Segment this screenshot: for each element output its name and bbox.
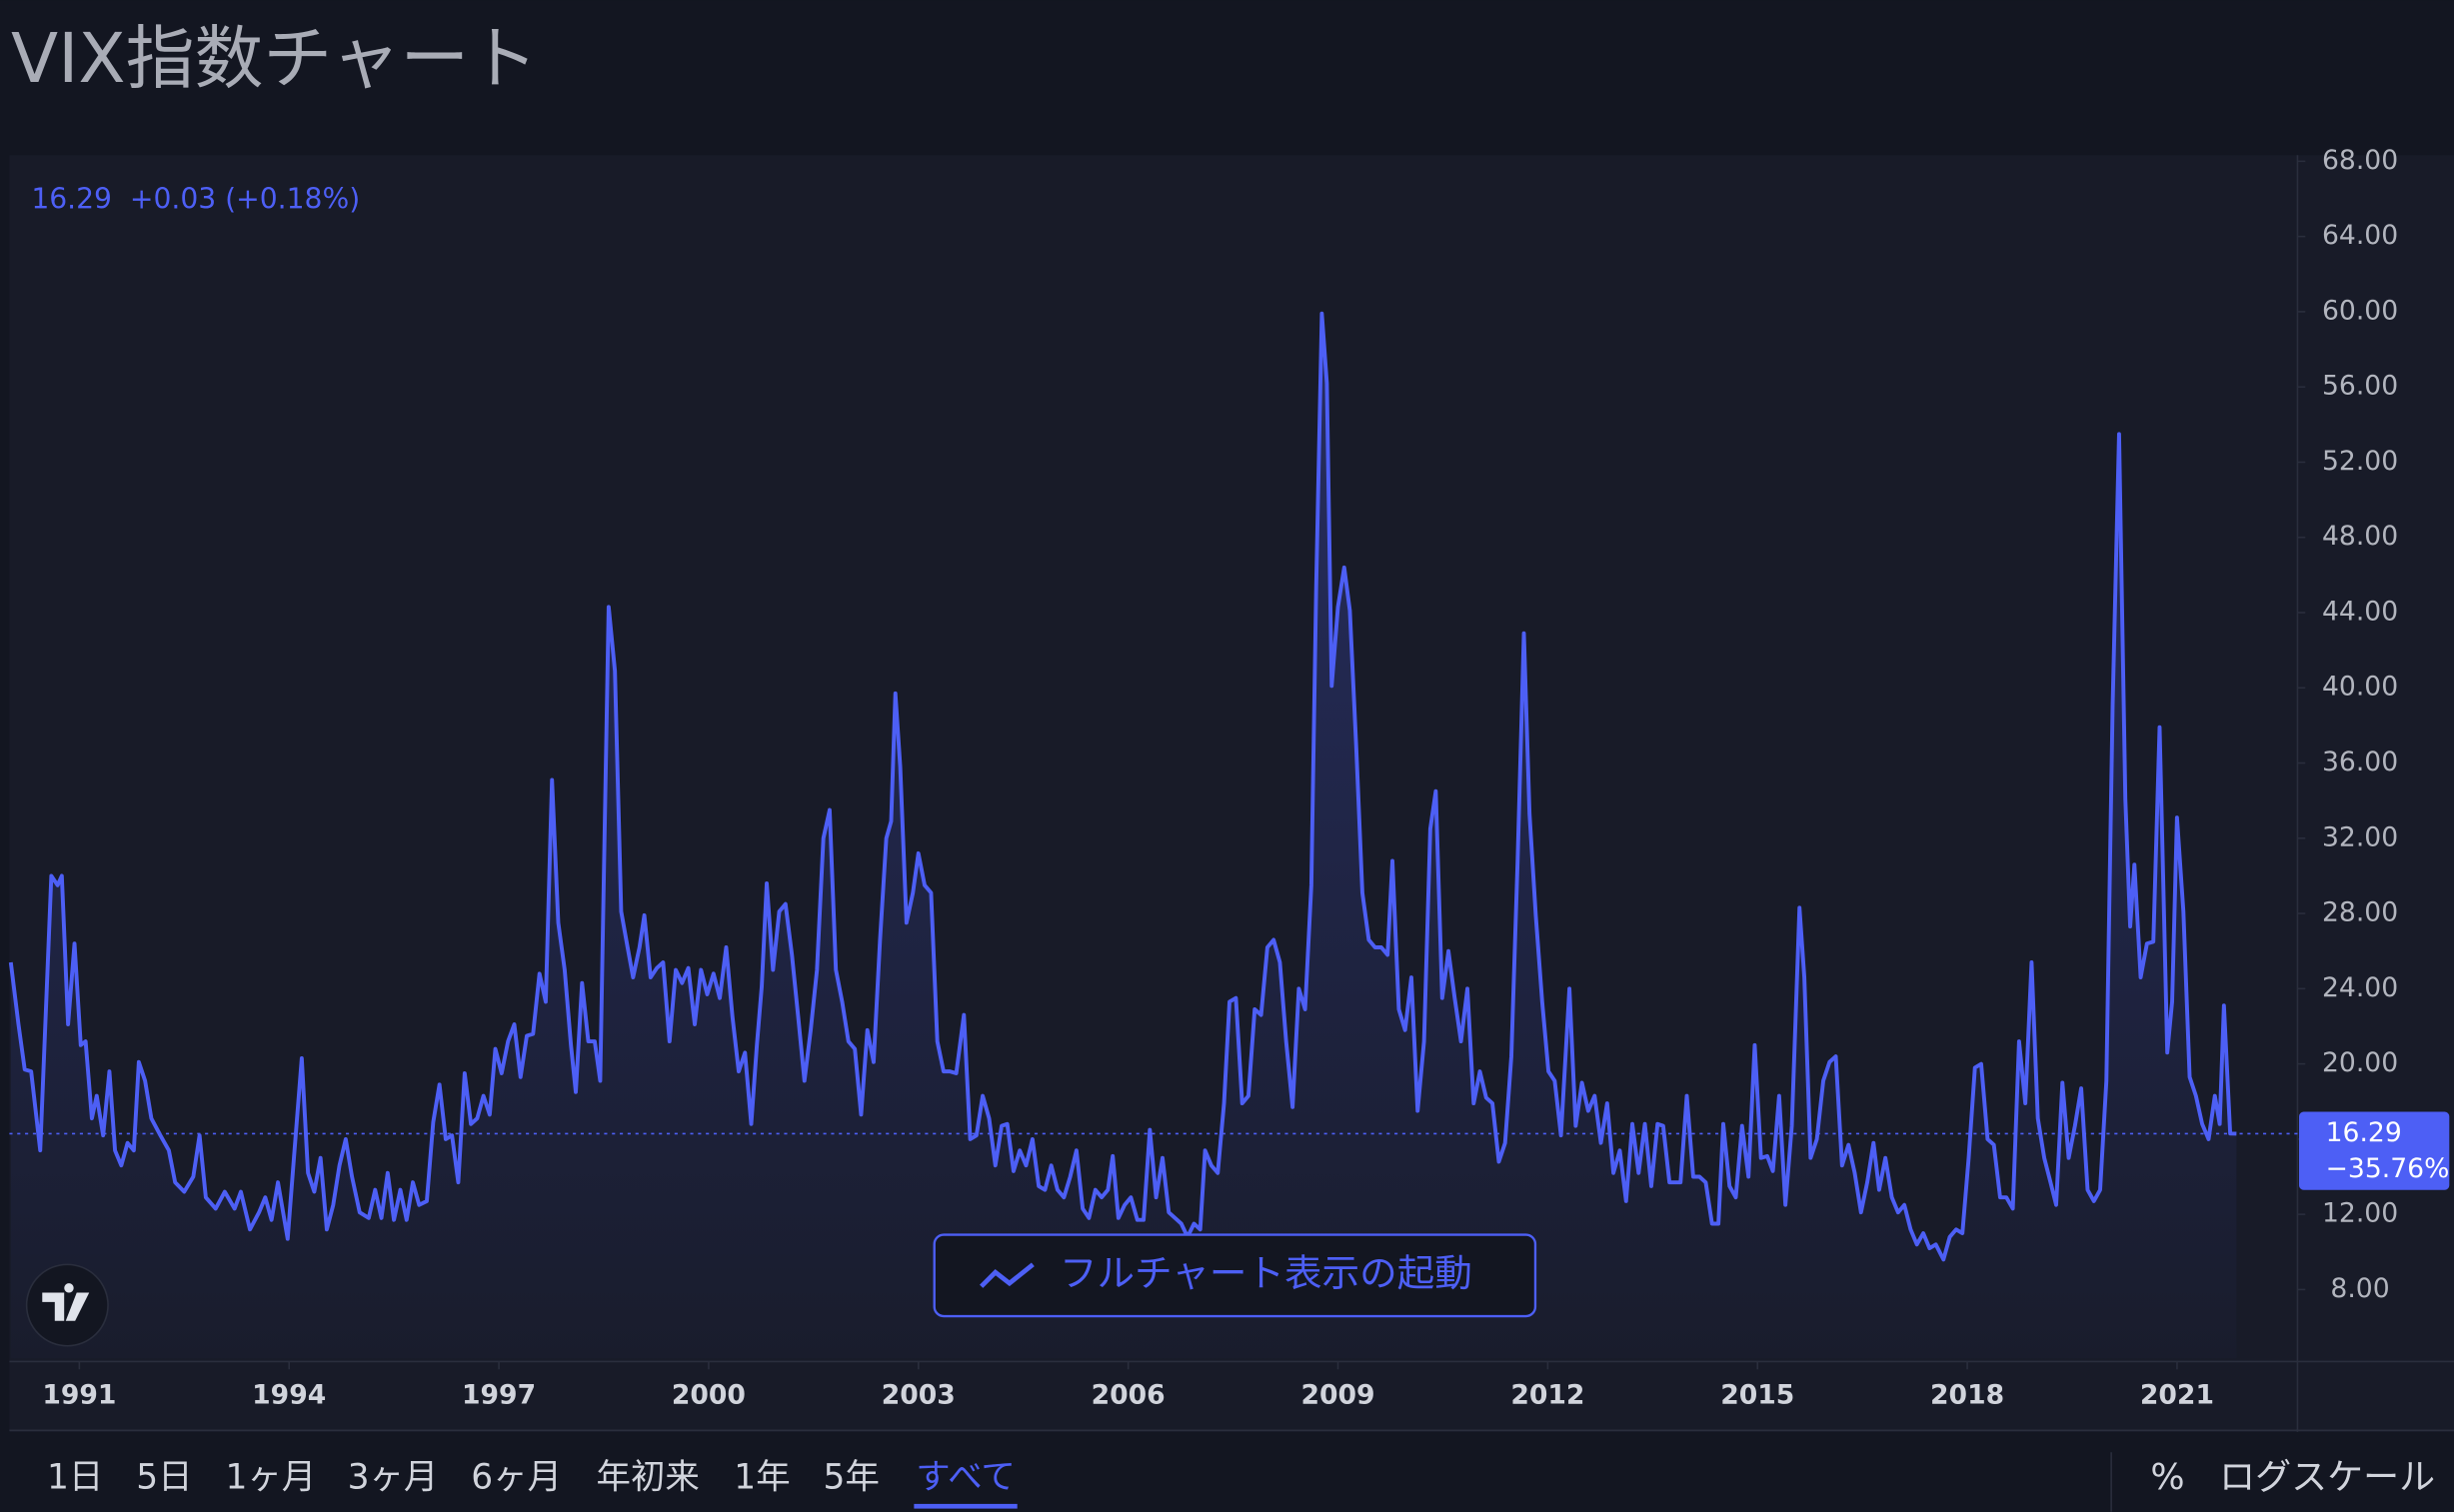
range-underline xyxy=(914,1503,1018,1509)
log-toggle[interactable]: ログスケール xyxy=(2219,1457,2435,1498)
line xyxy=(8,311,2237,1262)
page-title: VIX指数チャート xyxy=(11,19,538,99)
y-tick-label: 40.00 xyxy=(2322,672,2398,703)
range-button[interactable]: 5年 xyxy=(824,1457,880,1497)
y-tick-label: 28.00 xyxy=(2322,897,2398,928)
range-button[interactable]: 1日 xyxy=(47,1457,103,1497)
range-button[interactable]: 年初来 xyxy=(597,1457,700,1497)
area xyxy=(10,313,2237,1359)
range-button[interactable]: すべて xyxy=(916,1457,1016,1497)
x-tick-label: 1991 xyxy=(42,1379,116,1410)
range-button[interactable]: 1年 xyxy=(734,1457,790,1497)
range-button[interactable]: 3ヶ月 xyxy=(348,1457,439,1497)
x-tick-label: 2000 xyxy=(672,1379,746,1410)
y-tick-label: 32.00 xyxy=(2322,821,2398,852)
x-tick-label: 1997 xyxy=(462,1379,536,1410)
y-tick-label: 56.00 xyxy=(2322,371,2398,402)
plot xyxy=(8,311,2298,1359)
x-tick-label: 2015 xyxy=(1720,1379,1794,1410)
y-tick-label: 8.00 xyxy=(2330,1273,2389,1304)
range-button[interactable]: 6ヶ月 xyxy=(471,1457,562,1497)
y-tick-label: 68.00 xyxy=(2322,145,2398,176)
y-tick-label: 12.00 xyxy=(2322,1198,2398,1229)
quote-header: 16.29 +0.03 (+0.18%) xyxy=(31,183,360,216)
last-price-label: 16.29 xyxy=(2326,1117,2402,1148)
y-tick-label: 64.00 xyxy=(2322,220,2398,251)
button-icon xyxy=(980,1262,1035,1288)
y-tick-label: 48.00 xyxy=(2322,521,2398,552)
y-tick-label: 36.00 xyxy=(2322,747,2398,777)
x-tick-label: 2012 xyxy=(1510,1379,1584,1410)
y-tick-label: 52.00 xyxy=(2322,446,2398,477)
y-tick-label: 60.00 xyxy=(2322,295,2398,326)
x-tick-label: 2006 xyxy=(1092,1379,1166,1410)
y-tick-label: 24.00 xyxy=(2322,972,2398,1003)
last-change-label: −35.76% xyxy=(2326,1153,2450,1184)
y-tick-label: 20.00 xyxy=(2322,1047,2398,1078)
last-price-box xyxy=(2298,1111,2450,1190)
button-label[interactable]: フルチャート表示の起動 xyxy=(1060,1251,1472,1295)
range-button[interactable]: 1ヶ月 xyxy=(225,1457,316,1497)
x-tick-label: 2009 xyxy=(1300,1379,1374,1410)
x-tick-label: 2018 xyxy=(1930,1379,2004,1410)
y-tick-label: 44.00 xyxy=(2322,596,2398,627)
x-tick-label: 2003 xyxy=(882,1379,956,1410)
logo-mark xyxy=(42,1283,90,1321)
x-tick-label: 2021 xyxy=(2140,1379,2214,1410)
percent-toggle[interactable]: % xyxy=(2150,1457,2184,1498)
range-button[interactable]: 5日 xyxy=(136,1457,192,1497)
logo xyxy=(25,1263,109,1347)
x-tick-label: 1994 xyxy=(252,1379,326,1410)
full-chart-button[interactable] xyxy=(933,1233,1537,1318)
